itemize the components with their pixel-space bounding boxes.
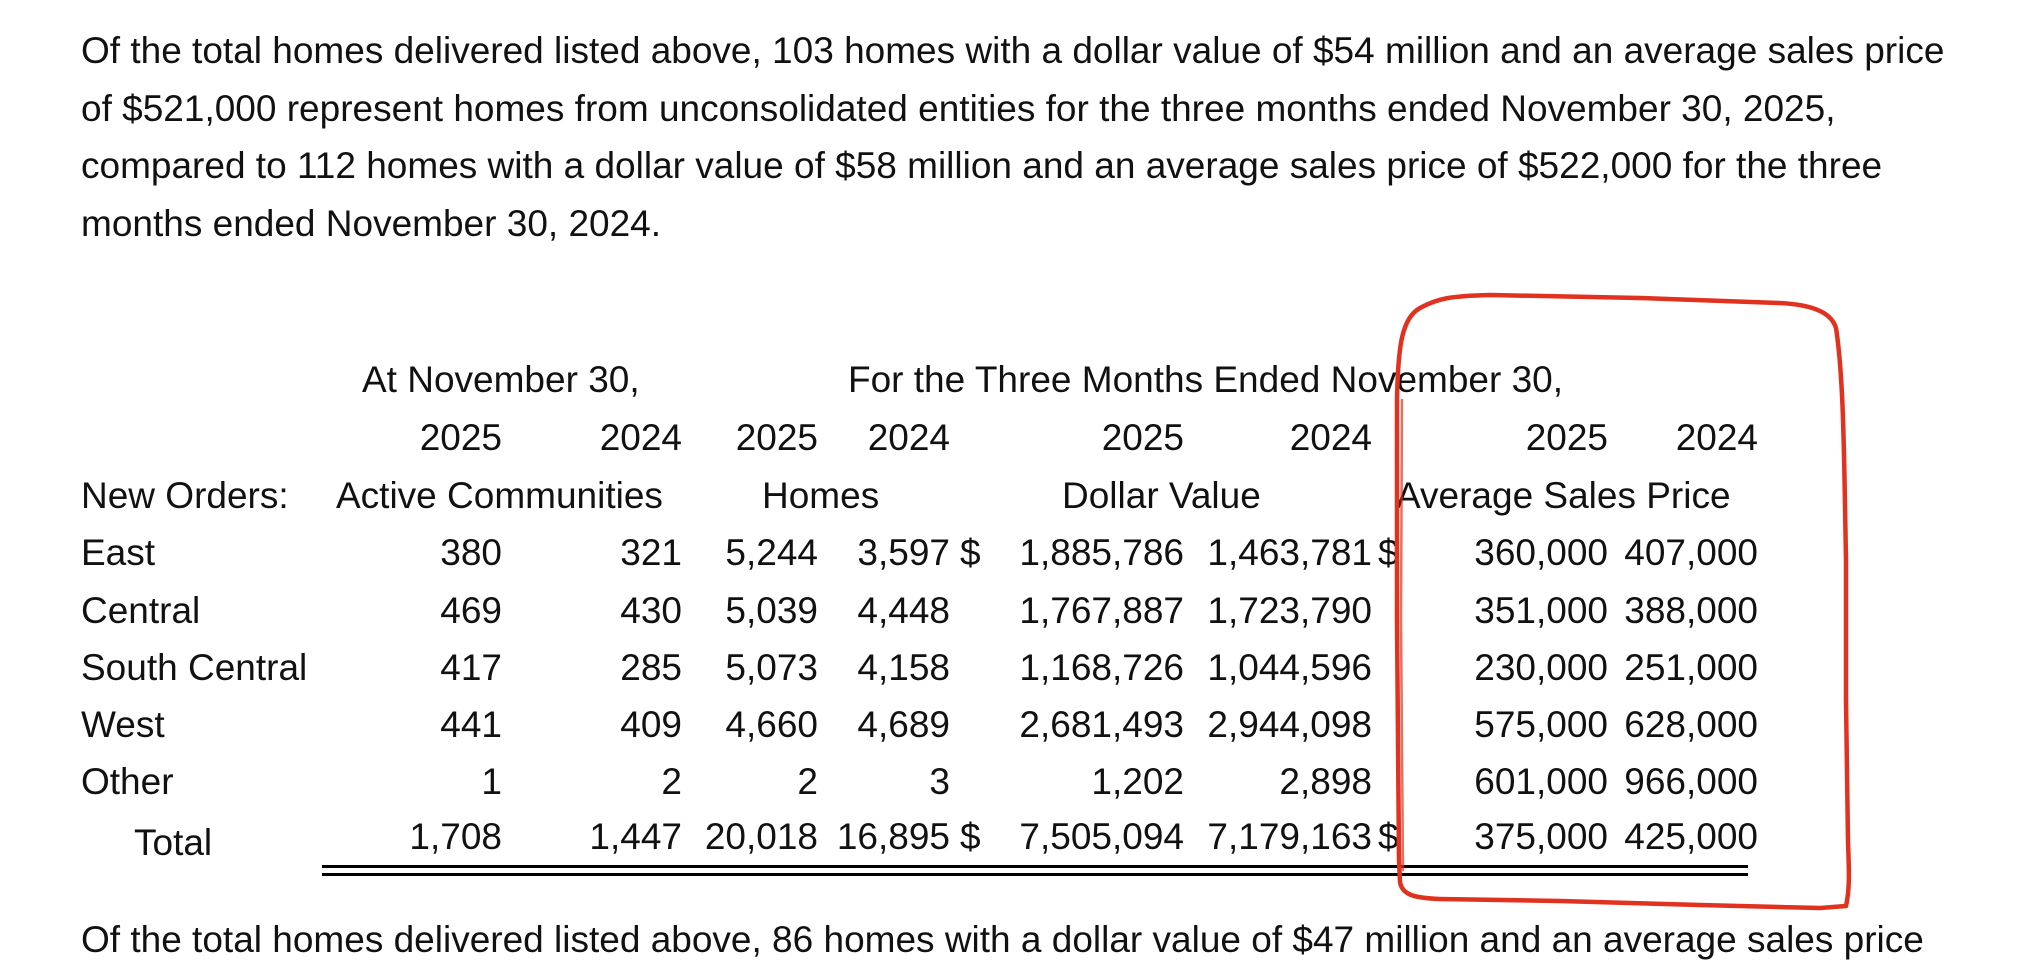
cell-ac-2024: 321 <box>620 532 682 573</box>
cell-homes-2025: 5,244 <box>725 532 818 573</box>
col-label-homes: Homes <box>762 475 880 516</box>
section-label-new-orders: New Orders: <box>81 475 289 516</box>
cell-ac-2024: 2 <box>661 761 682 802</box>
year-ac-2025: 2025 <box>419 417 502 458</box>
cell-dollar-2025: 1,767,887 <box>1019 590 1184 631</box>
cell-asp-2025: 601,000 <box>1474 761 1608 802</box>
row-label-total: Total <box>134 822 213 863</box>
year-homes-2025: 2025 <box>735 417 818 458</box>
cell-dollar-2024: 2,944,098 <box>1207 704 1372 745</box>
cell-asp-2024: 966,000 <box>1624 761 1758 802</box>
row-label: South Central <box>81 647 308 688</box>
cell-ac-2025: 380 <box>440 532 502 573</box>
cell-homes-2025: 5,039 <box>725 590 818 631</box>
cell-dollar-2025: 2,681,493 <box>1019 704 1184 745</box>
cell-asp-2025: 351,000 <box>1474 590 1608 631</box>
year-homes-2024: 2024 <box>867 417 950 458</box>
next-paragraph-cutoff: Of the total homes delivered listed abov… <box>81 919 1924 960</box>
col-label-active-communities: Active Communities <box>336 475 663 516</box>
cell-ac-2024: 430 <box>620 590 682 631</box>
header-three-months-ended: For the Three Months Ended November 30, <box>848 359 1564 400</box>
cell-homes-2024: 4,689 <box>857 704 950 745</box>
cell-homes-2024: 4,448 <box>857 590 950 631</box>
row-label: West <box>81 704 165 745</box>
cell-dollar-2025: 1,885,786 <box>1019 532 1184 573</box>
cell-homes-2025: 2 <box>797 761 818 802</box>
cell-asp-2025: 375,000 <box>1474 816 1608 857</box>
cell-dollar-2024: 1,723,790 <box>1207 590 1372 631</box>
cell-dollar-2024: 1,463,781 <box>1207 532 1372 573</box>
cell-asp-2024: 407,000 <box>1624 532 1758 573</box>
year-asp-2024: 2024 <box>1675 417 1758 458</box>
row-label: Other <box>81 761 174 802</box>
cell-homes-2025: 4,660 <box>725 704 818 745</box>
cell-ac-2024: 1,447 <box>589 816 682 857</box>
cell-asp-2024: 388,000 <box>1624 590 1758 631</box>
cell-homes-2024: 3 <box>929 761 950 802</box>
dollar-sign: $ <box>1378 816 1399 857</box>
cell-ac-2025: 417 <box>440 647 502 688</box>
dollar-sign: $ <box>960 532 981 573</box>
cell-dollar-2025: 1,168,726 <box>1019 647 1184 688</box>
cell-ac-2024: 285 <box>620 647 682 688</box>
year-dollar-2024: 2024 <box>1289 417 1372 458</box>
cell-asp-2024: 425,000 <box>1624 816 1758 857</box>
col-label-dollar-value: Dollar Value <box>1062 475 1261 516</box>
col-label-average-sales-price: Average Sales Price <box>1396 475 1731 516</box>
cell-ac-2025: 469 <box>440 590 502 631</box>
cell-asp-2025: 360,000 <box>1474 532 1608 573</box>
cell-asp-2025: 575,000 <box>1474 704 1608 745</box>
cell-homes-2025: 20,018 <box>704 816 818 857</box>
total-double-rule-top <box>322 865 1748 868</box>
year-ac-2024: 2024 <box>599 417 682 458</box>
cell-ac-2025: 1,708 <box>409 816 502 857</box>
total-double-rule-bottom <box>322 873 1748 876</box>
cell-asp-2024: 251,000 <box>1624 647 1758 688</box>
cell-homes-2024: 16,895 <box>836 816 950 857</box>
header-at-november-30: At November 30, <box>362 359 640 400</box>
cell-asp-2024: 628,000 <box>1624 704 1758 745</box>
cell-dollar-2024: 2,898 <box>1279 761 1372 802</box>
cell-homes-2024: 4,158 <box>857 647 950 688</box>
cell-homes-2024: 3,597 <box>857 532 950 573</box>
year-asp-2025: 2025 <box>1525 417 1608 458</box>
cell-dollar-2024: 1,044,596 <box>1207 647 1372 688</box>
row-label: Central <box>81 590 201 631</box>
year-dollar-2025: 2025 <box>1101 417 1184 458</box>
cell-dollar-2024: 7,179,163 <box>1207 816 1372 857</box>
annotation-stroke-inner <box>1399 398 1405 872</box>
cell-ac-2025: 441 <box>440 704 502 745</box>
cell-dollar-2025: 1,202 <box>1091 761 1184 802</box>
row-label: East <box>81 532 156 573</box>
dollar-sign: $ <box>960 816 981 857</box>
dollar-sign: $ <box>1378 532 1399 573</box>
cell-asp-2025: 230,000 <box>1474 647 1608 688</box>
cell-ac-2025: 1 <box>481 761 502 802</box>
narrative-paragraph: Of the total homes delivered listed abov… <box>81 30 1945 244</box>
cell-ac-2024: 409 <box>620 704 682 745</box>
cell-homes-2025: 5,073 <box>725 647 818 688</box>
cell-dollar-2025: 7,505,094 <box>1019 816 1184 857</box>
